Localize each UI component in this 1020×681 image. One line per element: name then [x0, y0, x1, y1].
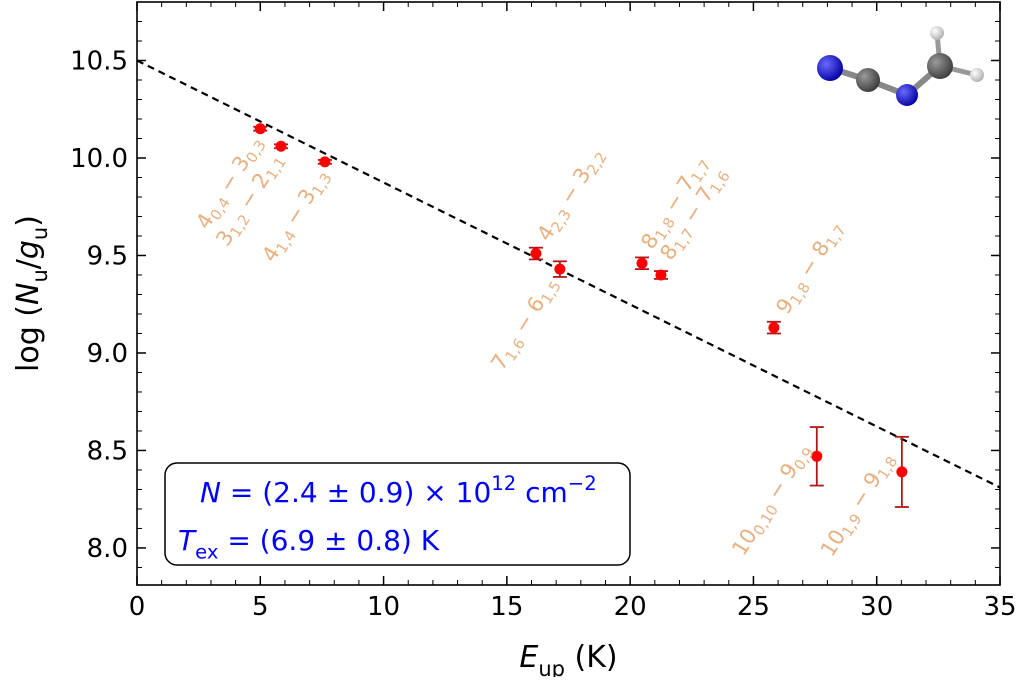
x-tick-label: 35 — [983, 592, 1016, 622]
text-segment: g — [11, 240, 46, 259]
point-label: 91,8 − 81,7 — [771, 217, 849, 320]
molecule-icon — [817, 26, 984, 106]
text-segment: cm — [516, 476, 568, 509]
text-segment: E — [519, 640, 538, 675]
data-point — [768, 322, 780, 334]
x-tick-label: 5 — [252, 592, 269, 622]
annotation-line: N = (2.4 ± 0.9) × 1012 cm−2 — [200, 472, 597, 509]
text-segment: u — [28, 269, 52, 282]
data-point — [636, 257, 648, 269]
data-point — [319, 156, 331, 168]
data-point — [896, 466, 908, 478]
text-segment: = (2.4 ± 0.9) × 10 — [221, 476, 491, 509]
point-label: 42,3 − 32,2 — [532, 144, 610, 247]
text-segment: −2 — [568, 472, 597, 495]
point-label: 71,6 − 61,5 — [486, 273, 564, 376]
x-tick-label: 30 — [860, 592, 893, 622]
data-point — [811, 450, 823, 462]
annotation-box — [164, 462, 631, 566]
y-tick-label: 8.5 — [87, 436, 128, 466]
x-tick-label: 0 — [129, 592, 146, 622]
data-point — [655, 269, 667, 281]
text-segment: 12 — [491, 472, 516, 495]
text-segment: up — [538, 657, 565, 677]
y-tick-label: 9.0 — [87, 339, 128, 369]
text-segment: log ( — [11, 305, 46, 372]
data-point — [254, 123, 266, 135]
text-segment: T — [178, 524, 197, 557]
point-label: 100,10 − 90,9 — [727, 439, 818, 561]
point-label: 101,9 − 91,8 — [816, 448, 902, 562]
text-segment: N — [11, 283, 46, 305]
data-point — [275, 140, 287, 152]
plot-frame — [136, 1, 1001, 586]
fit-line — [136, 59, 1001, 489]
y-tick-label: 10.5 — [70, 46, 128, 76]
text-segment: N — [200, 476, 221, 509]
text-segment: u — [28, 227, 52, 240]
text-segment: = (6.9 ± 0.8) K — [218, 524, 439, 557]
data-point — [554, 263, 566, 275]
y-axis-label: log (Nu/gu) — [11, 215, 52, 372]
y-tick-label: 8.0 — [87, 534, 128, 564]
y-tick-label: 9.5 — [87, 241, 128, 271]
text-segment: / — [11, 258, 46, 269]
x-tick-label: 15 — [490, 592, 523, 622]
text-segment: ) — [11, 215, 46, 227]
x-tick-label: 25 — [737, 592, 770, 622]
x-tick-label: 10 — [367, 592, 400, 622]
data-point — [530, 248, 542, 260]
x-tick-label: 20 — [614, 592, 647, 622]
x-axis-label: Eup (K) — [519, 640, 617, 677]
y-tick-label: 10.0 — [70, 144, 128, 174]
text-segment: (K) — [565, 640, 618, 675]
text-segment: ex — [195, 540, 218, 563]
annotation-line: Tex = (6.9 ± 0.8) K — [178, 524, 440, 563]
